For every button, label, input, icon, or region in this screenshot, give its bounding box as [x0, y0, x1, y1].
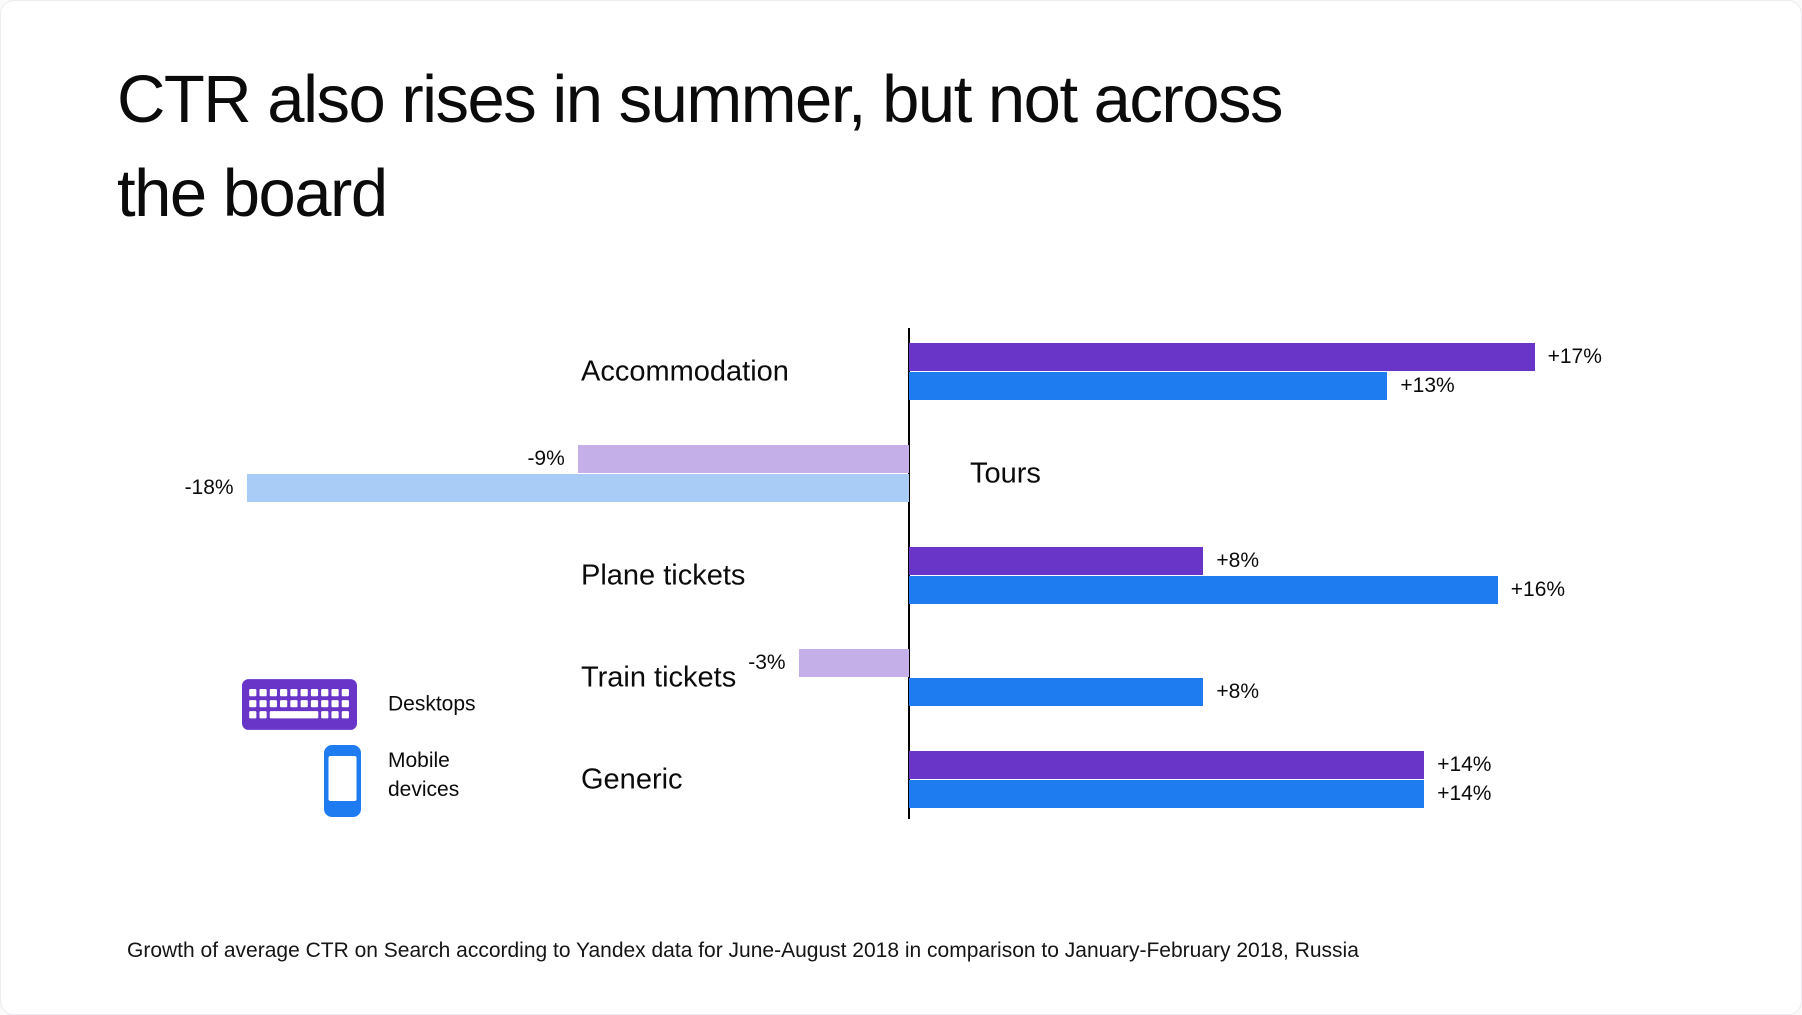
bar-mobile-devices-train-tickets — [909, 678, 1204, 706]
value-label-mobile-devices-tours: -18% — [184, 476, 234, 499]
bar-desktops-plane-tickets — [909, 547, 1204, 575]
value-label-mobile-devices-train-tickets: +8% — [1216, 680, 1260, 703]
bar-desktops-generic — [909, 751, 1425, 779]
value-label-desktops-accommodation: +17% — [1547, 345, 1602, 368]
smartphone-icon — [324, 745, 361, 822]
value-label-mobile-devices-plane-tickets: +16% — [1510, 578, 1566, 601]
category-label-train-tickets: Train tickets — [581, 661, 737, 693]
value-label-desktops-generic: +14% — [1437, 753, 1492, 776]
value-label-mobile-devices-accommodation: +13% — [1400, 374, 1455, 397]
value-label-desktops-tours: -9% — [527, 447, 565, 470]
source-caption: Growth of average CTR on Search accordin… — [127, 939, 1359, 962]
value-label-desktops-train-tickets: -3% — [748, 651, 786, 674]
bar-desktops-tours — [577, 445, 909, 473]
page-title-line1: CTR also rises in summer, but not across — [117, 62, 1284, 137]
value-label-mobile-devices-generic: +14% — [1437, 782, 1492, 805]
category-label-plane-tickets: Plane tickets — [581, 559, 746, 591]
category-label-accommodation: Accommodation — [581, 355, 789, 387]
category-label-generic: Generic — [581, 763, 683, 795]
bar-mobile-devices-accommodation — [909, 372, 1388, 400]
keyboard-icon — [242, 679, 357, 735]
bar-desktops-train-tickets — [798, 649, 909, 677]
legend-label-desktops: Desktops — [388, 692, 476, 716]
bar-mobile-devices-generic — [909, 780, 1425, 808]
value-label-desktops-plane-tickets: +8% — [1216, 549, 1260, 572]
category-label-tours: Tours — [970, 457, 1041, 489]
legend-label-mobile-devices: Mobile devices — [388, 749, 460, 801]
bar-desktops-accommodation — [909, 343, 1535, 371]
bar-mobile-devices-plane-tickets — [909, 576, 1498, 604]
page-title-line2: the board — [117, 156, 388, 231]
bar-mobile-devices-tours — [246, 474, 909, 502]
page-title: CTR also rises in summer, but not across… — [117, 53, 1284, 241]
